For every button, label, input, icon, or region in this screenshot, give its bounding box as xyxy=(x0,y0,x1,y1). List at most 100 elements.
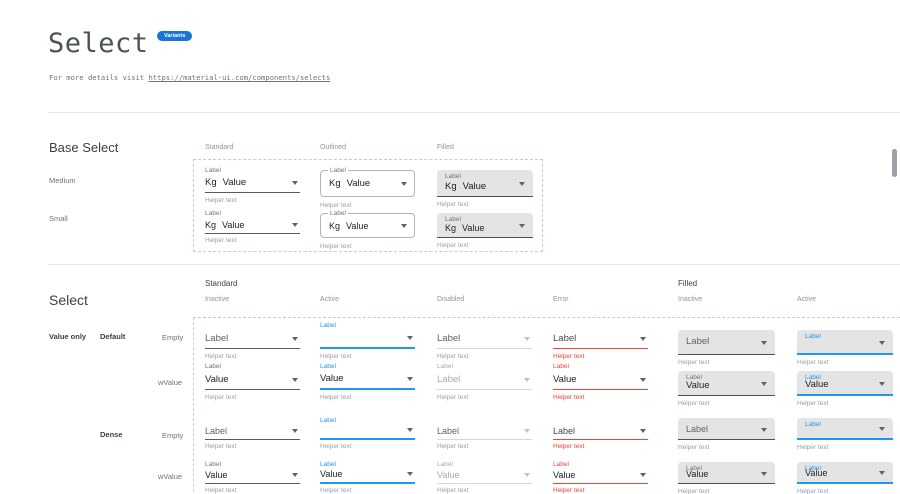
select-label: Label xyxy=(437,461,453,468)
select-value-row: Value xyxy=(437,469,532,484)
select-value: Kg Value xyxy=(445,182,486,192)
helper-text: Helper text xyxy=(205,394,237,401)
helper-text: Helper text xyxy=(437,443,469,450)
select-box: Label xyxy=(797,418,893,440)
value-text-inner: Value xyxy=(462,181,487,192)
select-value-row: Value xyxy=(553,469,648,484)
select-box: Label Kg Value xyxy=(320,167,415,197)
base-select-heading: Base Select xyxy=(49,140,119,155)
helper-text: Helper text xyxy=(678,359,710,366)
value-text-inner: Value xyxy=(462,223,485,233)
select-value: Label xyxy=(553,333,577,344)
column-header-filled: Filled xyxy=(437,144,454,151)
select-standard-active-dense-empty[interactable]: Label Helper text xyxy=(320,417,415,450)
helper-text: Helper text xyxy=(205,237,237,244)
select-label: Label xyxy=(805,465,821,472)
base-select-standard-medium[interactable]: Label Kg Value Helper text xyxy=(205,167,300,204)
select-filled-inactive-dense-empty[interactable]: Label Helper text xyxy=(678,418,775,451)
select-value: Kg Value xyxy=(205,220,244,233)
adornment-text: Kg xyxy=(205,220,217,230)
select-value: Value xyxy=(805,379,829,390)
select-filled-active-default-wvalue[interactable]: Label Value Helper text xyxy=(797,371,893,407)
base-select-filled-medium[interactable]: Label Kg Value Helper text xyxy=(437,170,533,208)
adornment-text: Kg xyxy=(445,223,457,233)
row-label-small: Small xyxy=(49,214,68,223)
select-label: Label xyxy=(805,374,821,381)
select-label: Label xyxy=(328,167,348,175)
dropdown-caret-icon xyxy=(519,182,525,186)
select-filled-inactive-default-empty[interactable]: Label Helper text xyxy=(678,330,775,366)
dropdown-caret-icon xyxy=(524,337,530,341)
helper-text: Helper text xyxy=(320,202,352,209)
select-filled-inactive-dense-wvalue[interactable]: Label Value Helper text xyxy=(678,462,775,494)
select-variant-group-outline xyxy=(193,317,900,494)
select-box: Label Value xyxy=(797,371,893,396)
helper-text: Helper text xyxy=(437,487,469,494)
helper-text: Helper text xyxy=(437,353,469,360)
select-standard-disabled-default-empty[interactable]: Label Helper text xyxy=(437,322,532,360)
group-header-filled: Filled xyxy=(678,279,698,288)
select-standard-active-default-empty[interactable]: Label Helper text xyxy=(320,322,415,360)
scrollbar-thumb[interactable] xyxy=(892,149,897,177)
select-value: Kg Value xyxy=(205,178,246,192)
adornment-text: Kg xyxy=(329,177,341,189)
value-text-inner: Value xyxy=(346,177,371,189)
docs-link[interactable]: https://material-ui.com/components/selec… xyxy=(148,73,331,82)
select-box: Label Kg Value xyxy=(437,213,533,238)
select-standard-active-dense-wvalue[interactable]: Label Value Helper text xyxy=(320,461,415,494)
base-select-outlined-medium[interactable]: Label Kg Value Helper text xyxy=(320,167,415,209)
select-box: Label Kg Value xyxy=(437,170,533,197)
select-filled-active-dense-empty[interactable]: Label Helper text xyxy=(797,418,893,451)
select-label xyxy=(205,417,300,425)
base-variant-group-outline xyxy=(193,159,543,252)
select-label: Label xyxy=(445,173,461,180)
select-value-row: Label xyxy=(205,331,300,349)
select-value-row: Value xyxy=(320,372,415,390)
select-standard-inactive-default-wvalue[interactable]: Label Value Helper text xyxy=(205,363,300,401)
density-label-default: Default xyxy=(100,332,126,341)
page-title: Select xyxy=(48,28,149,59)
select-label: Label xyxy=(553,363,569,370)
select-label: Label xyxy=(205,167,221,174)
select-standard-active-default-wvalue[interactable]: Label Value Helper text xyxy=(320,363,415,401)
select-value: Value xyxy=(805,468,828,478)
select-label: Label xyxy=(686,465,702,472)
select-standard-error-default-wvalue[interactable]: Label Value Helper text xyxy=(553,363,648,401)
dropdown-caret-icon xyxy=(761,341,767,345)
select-standard-error-dense-wvalue[interactable]: Label Value Helper text xyxy=(553,461,648,494)
select-box: Label Kg Value xyxy=(320,210,415,238)
dropdown-caret-icon xyxy=(879,340,885,345)
dropdown-caret-icon xyxy=(761,471,767,476)
select-label: Label xyxy=(205,210,221,217)
helper-text: Helper text xyxy=(553,353,585,360)
dropdown-caret-icon xyxy=(640,473,646,477)
variants-badge: Variants xyxy=(157,31,193,41)
select-value-row xyxy=(320,425,415,440)
select-value: Label xyxy=(437,333,461,344)
select-standard-inactive-dense-wvalue[interactable]: Label Value Helper text xyxy=(205,461,300,494)
select-standard-inactive-default-empty[interactable]: Label Helper text xyxy=(205,322,300,360)
select-standard-disabled-default-wvalue[interactable]: Label Label Helper text xyxy=(437,363,532,401)
row-label-empty: Empty xyxy=(162,333,184,342)
select-value-row: Kg Value xyxy=(205,176,300,193)
dropdown-caret-icon xyxy=(640,378,646,382)
base-select-outlined-small[interactable]: Label Kg Value Helper text xyxy=(320,210,415,250)
select-filled-inactive-default-wvalue[interactable]: Label Value Helper text xyxy=(678,371,775,407)
select-filled-active-default-empty[interactable]: Label Helper text xyxy=(797,330,893,366)
select-standard-error-default-empty[interactable]: Label Helper text xyxy=(553,322,648,360)
select-filled-active-dense-wvalue[interactable]: Label Value Helper text xyxy=(797,462,893,494)
helper-text: Helper text xyxy=(553,443,585,450)
select-standard-inactive-dense-empty[interactable]: Label Helper text xyxy=(205,417,300,450)
select-standard-disabled-dense-empty[interactable]: Label Helper text xyxy=(437,417,532,450)
dropdown-caret-icon xyxy=(292,429,298,433)
base-select-filled-small[interactable]: Label Kg Value Helper text xyxy=(437,213,533,249)
base-select-standard-small[interactable]: Label Kg Value Helper text xyxy=(205,210,300,244)
dropdown-caret-icon xyxy=(407,472,413,476)
select-standard-disabled-dense-wvalue[interactable]: Label Value Helper text xyxy=(437,461,532,494)
dropdown-caret-icon xyxy=(519,224,525,228)
select-standard-error-dense-empty[interactable]: Label Helper text xyxy=(553,417,648,450)
select-label: Label xyxy=(320,363,336,370)
state-header-filled-active: Active xyxy=(797,296,817,303)
helper-text: Helper text xyxy=(437,394,469,401)
